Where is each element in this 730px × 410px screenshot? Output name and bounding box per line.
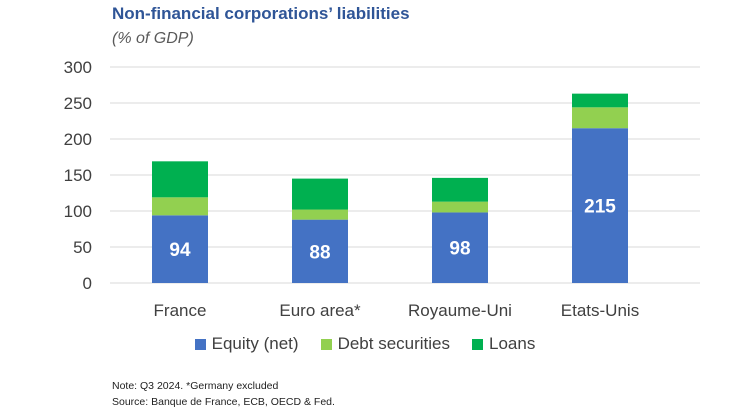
y-tick-label: 150	[64, 166, 92, 185]
legend-swatch	[194, 338, 206, 350]
chart-subtitle: (% of GDP)	[112, 30, 194, 47]
bar-equity-net-	[292, 219, 348, 283]
legend: Equity (net) Debt securities Loans	[0, 334, 730, 354]
y-tick-label: 300	[64, 58, 92, 77]
bar-equity-net-	[152, 215, 208, 283]
note: Note: Q3 2024. *Germany excluded	[112, 380, 279, 392]
x-tick-label: Royaume-Uni	[408, 301, 512, 320]
legend-item-loans: Loans	[472, 334, 535, 354]
y-tick-label: 100	[64, 202, 92, 221]
data-label: 98	[449, 239, 470, 260]
data-label: 215	[584, 197, 616, 218]
y-tick-label: 200	[64, 130, 92, 149]
bar-loans	[152, 161, 208, 198]
x-tick-label: Etats-Unis	[561, 301, 639, 320]
legend-item-equity: Equity (net)	[194, 334, 299, 354]
bar-debt-securities	[432, 201, 488, 213]
legend-swatch	[320, 338, 332, 350]
legend-label: Equity (net)	[211, 334, 299, 353]
data-label: 94	[169, 240, 191, 261]
x-tick-label: Euro area*	[279, 301, 361, 320]
bar-equity-net-	[432, 212, 488, 283]
bar-loans	[572, 93, 628, 108]
bar-loans	[432, 177, 488, 202]
y-tick-label: 50	[73, 238, 92, 257]
legend-swatch	[472, 338, 484, 350]
data-label: 88	[309, 242, 330, 263]
chart-title: Non-financial corporations’ liabilities	[112, 4, 410, 23]
y-tick-label: 250	[64, 94, 92, 113]
legend-label: Debt securities	[337, 334, 451, 353]
y-tick-label: 0	[83, 274, 92, 293]
bar-debt-securities	[572, 107, 628, 129]
legend-item-debt: Debt securities	[320, 334, 451, 354]
source: Source: Banque de France, ECB, OECD & Fe…	[112, 396, 335, 408]
bar-loans	[292, 178, 348, 210]
x-tick-label: France	[154, 301, 207, 320]
bar-equity-net-	[572, 128, 628, 283]
bar-chart: 0 50 100 150 200 250 300 94 France 88 Euro area* 98…	[64, 58, 700, 320]
bar-debt-securities	[292, 209, 348, 220]
bar-debt-securities	[152, 197, 208, 216]
legend-label: Loans	[489, 334, 536, 353]
